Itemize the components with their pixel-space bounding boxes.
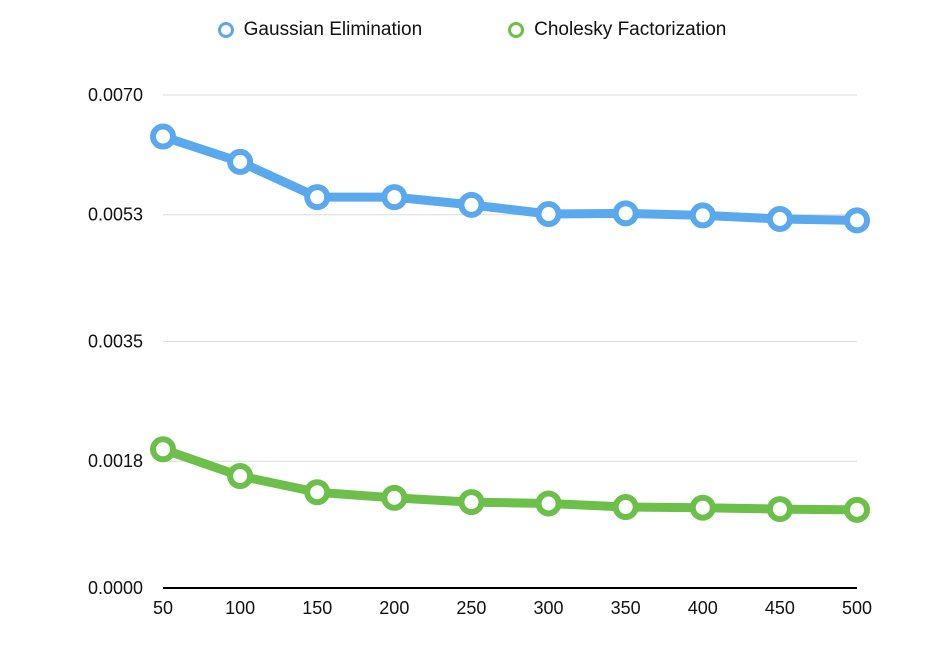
data-point [535, 201, 562, 228]
data-point [535, 490, 562, 517]
data-point [381, 184, 408, 211]
x-tick-label: 200 [379, 598, 409, 618]
x-tick-label: 50 [153, 598, 173, 618]
legend-marker-icon [508, 22, 525, 38]
data-point [150, 436, 176, 463]
x-tick-label: 300 [534, 598, 564, 618]
x-tick-label: 100 [225, 598, 255, 618]
data-point [381, 484, 408, 511]
x-tick-label: 400 [688, 598, 718, 618]
legend-marker-icon [217, 22, 234, 38]
data-point [844, 496, 870, 523]
data-point [612, 494, 639, 521]
series-line-0 [158, 132, 862, 225]
y-tick-label: 0.0070 [88, 85, 143, 105]
data-point [766, 205, 793, 232]
y-tick-label: 0.0035 [88, 332, 143, 352]
data-point [227, 148, 254, 175]
data-point [150, 123, 176, 150]
x-tick-label: 500 [842, 598, 872, 618]
data-point [689, 494, 716, 521]
series-line-1 [158, 444, 862, 515]
legend-item-gaussian[interactable]: Gaussian Elimination [217, 19, 423, 41]
x-tick-label: 450 [765, 598, 795, 618]
x-tick-label: 350 [611, 598, 641, 618]
legend-item-cholesky[interactable]: Cholesky Factorization [508, 19, 726, 41]
legend-label-cholesky: Cholesky Factorization [534, 19, 727, 40]
y-tick-label: 0.0018 [88, 451, 143, 471]
data-point [844, 207, 870, 234]
data-point [612, 200, 639, 227]
data-point [689, 202, 716, 229]
data-point [227, 463, 254, 490]
data-point [304, 479, 331, 506]
data-point [766, 496, 793, 523]
y-tick-label: 0.0000 [88, 578, 143, 598]
legend: Gaussian Elimination Cholesky Factorizat… [0, 19, 944, 41]
data-point [458, 489, 485, 516]
y-tick-label: 0.0053 [88, 205, 143, 225]
x-tick-label: 150 [302, 598, 332, 618]
data-point [458, 191, 485, 218]
x-tick-label: 250 [456, 598, 486, 618]
data-point [304, 184, 331, 211]
legend-label-gaussian: Gaussian Elimination [243, 19, 423, 40]
